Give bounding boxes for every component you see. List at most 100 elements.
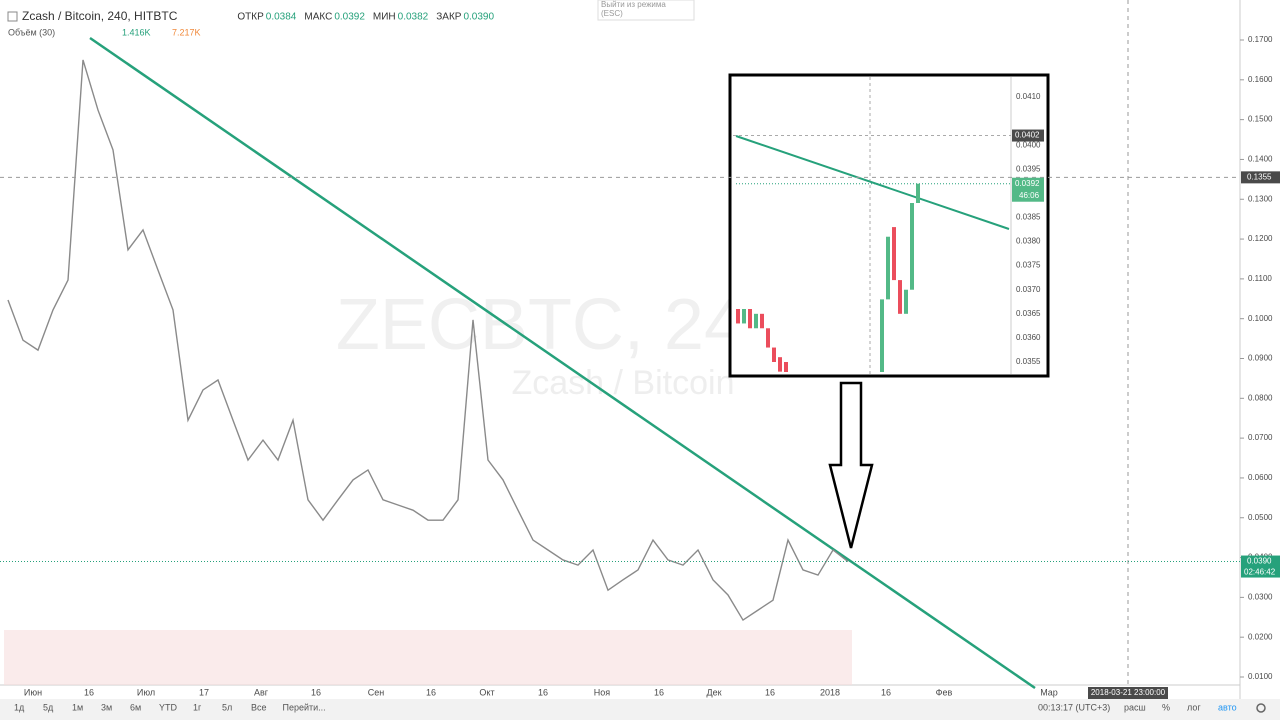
y-tick-label: 0.1400 — [1248, 155, 1273, 164]
y-tick-label: 0.0600 — [1248, 473, 1273, 482]
inset-y-tick-label: 0.0410 — [1016, 92, 1041, 101]
x-tick-label: Мар — [1040, 687, 1058, 697]
inset-box — [728, 73, 1050, 378]
inset-y-tick-label: 0.0395 — [1016, 164, 1041, 173]
inset-y-tick-label: 0.0380 — [1016, 237, 1041, 246]
inset-candle — [910, 203, 914, 290]
menu-icon[interactable] — [7, 11, 18, 22]
inset-candle — [778, 357, 782, 372]
arrow — [828, 381, 874, 549]
trend-line[interactable] — [89, 36, 1036, 690]
x-tick-label: 17 — [199, 687, 209, 697]
crosshair-time-label: 2018-03-21 23:00:00 — [1091, 688, 1166, 697]
inset-y-tick-label: 0.0360 — [1016, 333, 1041, 342]
axis-option[interactable]: авто — [1218, 702, 1237, 712]
price-line — [7, 59, 849, 622]
inset-candle — [766, 328, 770, 348]
y-tick-label: 0.1000 — [1248, 314, 1273, 323]
range-button[interactable]: Все — [251, 702, 267, 712]
inset-trend-line — [735, 135, 1010, 230]
countdown: 02:46:42 — [1244, 568, 1276, 577]
goto-button[interactable]: Перейти... — [283, 702, 326, 712]
y-tick-label: 0.0700 — [1248, 433, 1273, 442]
x-tick-label: Дек — [706, 687, 721, 697]
range-button[interactable]: YTD — [159, 702, 178, 712]
inset-candle — [886, 236, 890, 300]
x-tick-label: 16 — [881, 687, 891, 697]
y-tick-label: 0.1500 — [1248, 115, 1273, 124]
axis-option[interactable]: расш — [1124, 702, 1146, 712]
x-tick-label: 2018 — [820, 687, 840, 697]
range-button[interactable]: 6м — [130, 702, 141, 712]
watermark-symbol: ZECBTC, 240 — [336, 285, 784, 365]
volume-label: Объём (30) — [8, 27, 55, 37]
clock: 00:13:17 (UTC+3) — [1038, 702, 1110, 712]
x-tick-label: Июл — [137, 687, 155, 697]
tooltip-line: (ESC) — [601, 9, 623, 18]
crosshair-time-box — [1088, 687, 1168, 699]
y-tick-label: 0.1200 — [1248, 234, 1273, 243]
x-tick-label: Фев — [936, 687, 953, 697]
inset-y-tick-label: 0.0370 — [1016, 285, 1041, 294]
inset-candle — [772, 347, 776, 362]
ohlc-label: ЗАКР — [436, 12, 462, 23]
inset-y-tick-label: 0.0355 — [1016, 357, 1041, 366]
ohlc-label: ОТКР — [237, 12, 264, 23]
y-tick-label: 0.0500 — [1248, 513, 1273, 522]
axis-option[interactable]: % — [1162, 702, 1170, 712]
ohlc-value: 0.0392 — [334, 12, 365, 23]
tooltip-box — [597, 0, 695, 21]
inset-candle — [898, 280, 902, 314]
range-button[interactable]: 1д — [14, 702, 25, 712]
inset-crosshair-box — [1012, 129, 1044, 142]
y-tick-label: 0.0100 — [1248, 672, 1273, 681]
watermark-name: Zcash / Bitcoin — [512, 364, 735, 402]
symbol-title: Zcash / Bitcoin, 240, HITBTC — [22, 9, 178, 23]
range-button[interactable]: 5д — [43, 702, 54, 712]
range-button[interactable]: 1г — [193, 702, 202, 712]
x-tick-label: Июн — [24, 687, 42, 697]
inset-candle — [916, 183, 920, 203]
inset-candle — [754, 313, 758, 329]
y-tick-label: 0.0900 — [1248, 354, 1273, 363]
inset-candle — [760, 313, 764, 329]
inset-candle — [880, 299, 884, 372]
inset-y-tick-label: 0.0375 — [1016, 261, 1041, 270]
x-tick-label: 16 — [426, 687, 436, 697]
ohlc-value: 0.0384 — [266, 12, 297, 23]
x-tick-label: Ноя — [594, 687, 611, 697]
inset-candle — [892, 227, 896, 281]
volume-area — [4, 630, 852, 685]
range-button[interactable]: 1м — [72, 702, 83, 712]
y-tick-label: 0.1700 — [1248, 35, 1273, 44]
inset-last-price-box — [1012, 177, 1044, 202]
range-button[interactable]: 3м — [101, 702, 112, 712]
x-tick-label: 16 — [654, 687, 664, 697]
inset-last-price-label: 0.0392 — [1015, 179, 1040, 188]
ohlc-label: МАКС — [304, 12, 332, 23]
x-tick-label: 16 — [538, 687, 548, 697]
y-tick-label: 0.1100 — [1248, 274, 1272, 283]
crosshair-price-label: 0.1355 — [1247, 172, 1272, 181]
axis-option[interactable]: лог — [1187, 702, 1201, 712]
ohlc-value: 0.0382 — [398, 12, 429, 23]
last-price-label: 0.0390 — [1247, 557, 1272, 566]
range-button[interactable]: 5л — [222, 702, 232, 712]
settings-button[interactable] — [1256, 703, 1266, 713]
inset-y-tick-label: 0.0365 — [1016, 309, 1041, 318]
x-tick-label: 16 — [84, 687, 94, 697]
toolbar-bg — [0, 699, 1280, 720]
inset-candle — [904, 289, 908, 314]
inset-countdown: 46:06 — [1019, 191, 1040, 200]
inset-candle — [736, 309, 740, 324]
x-tick-label: Авг — [254, 687, 269, 697]
x-tick-label: 16 — [765, 687, 775, 697]
inset-y-tick-label: 0.0385 — [1016, 213, 1041, 222]
crosshair-price-box — [1241, 171, 1280, 184]
y-tick-label: 0.1300 — [1248, 194, 1273, 203]
volume-value: 7.217K — [172, 27, 201, 37]
ohlc-label: МИН — [373, 12, 396, 23]
inset-candle — [784, 362, 788, 372]
